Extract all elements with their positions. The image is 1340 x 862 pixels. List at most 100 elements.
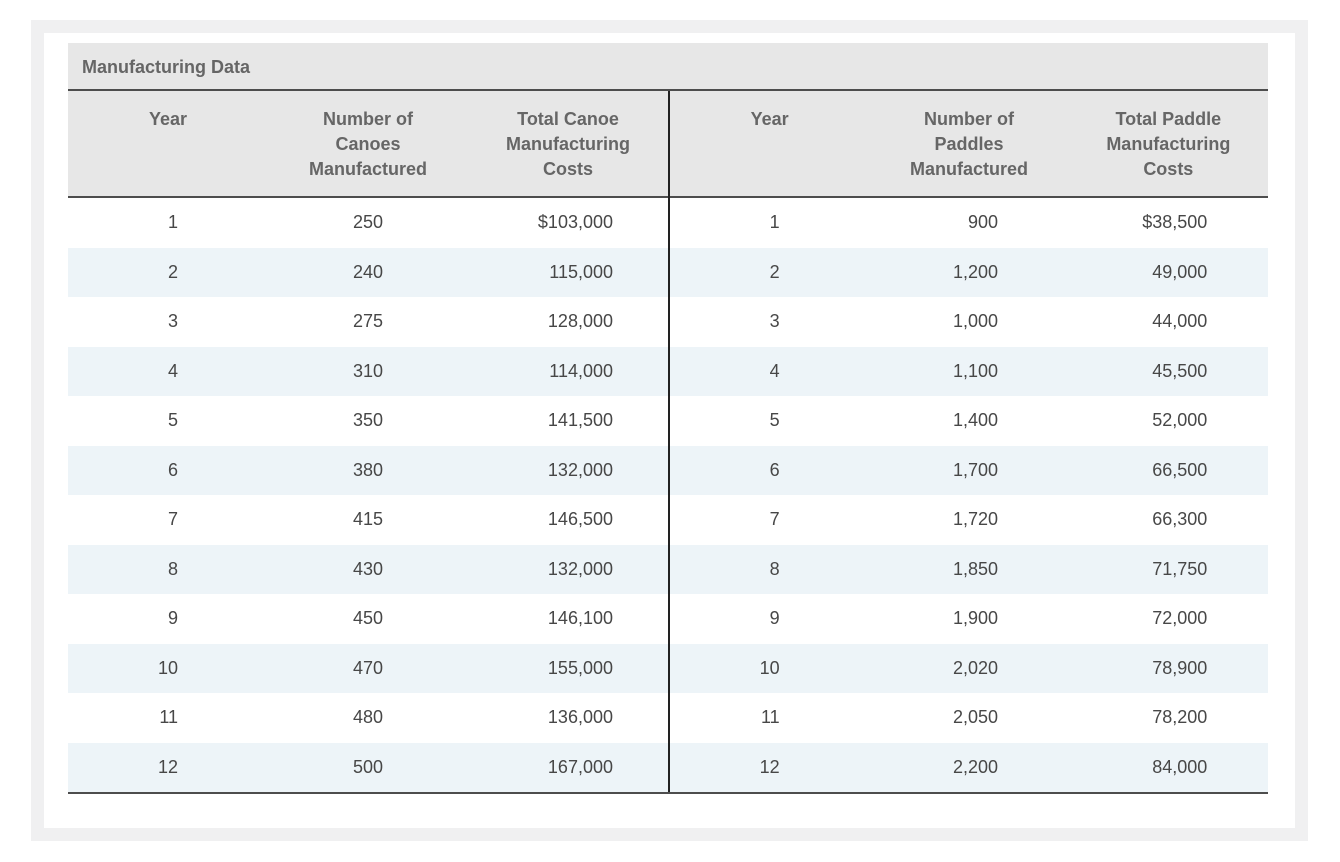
table-row: 5 350 141,500 xyxy=(68,396,668,446)
cell-value: 500 xyxy=(352,756,384,777)
cell-value: 115,000 xyxy=(549,261,613,282)
table-cell: $38,500 xyxy=(1069,198,1268,248)
cell-value: 380 xyxy=(352,459,384,480)
table-cell: 450 xyxy=(268,594,468,644)
table-cell: 900 xyxy=(869,198,1068,248)
cell-value: 84,000 xyxy=(1152,756,1208,777)
table-cell: 72,000 xyxy=(1069,594,1268,644)
table-cell: 8 xyxy=(68,545,268,595)
paddle-header-row: Year Number of Paddles Manufactured Total Pa… xyxy=(670,91,1268,198)
cell-value: 114,000 xyxy=(549,360,613,381)
table-cell: 1 xyxy=(670,198,869,248)
cell-value: 350 xyxy=(352,410,384,430)
cell-value: 1 xyxy=(769,212,780,232)
table-cell: 480 xyxy=(268,693,468,743)
cell-value: 10 xyxy=(759,657,780,678)
table-cell: 10 xyxy=(68,644,268,694)
cell-value: 3 xyxy=(167,311,178,331)
cell-value: 66,300 xyxy=(1152,509,1208,529)
page-background: Manufacturing Data Year Number of Canoes Ma… xyxy=(31,20,1308,841)
table-cell: 2 xyxy=(68,248,268,298)
column-header-line: Canoes xyxy=(335,134,401,154)
table-cell: 78,200 xyxy=(1069,693,1268,743)
table-cell: 1,850 xyxy=(869,545,1068,595)
cell-value: 132,000 xyxy=(547,558,613,579)
cell-value: 9 xyxy=(167,608,178,628)
cell-value: 141,500 xyxy=(547,410,613,430)
cell-value: 450 xyxy=(352,608,384,628)
cell-value: 480 xyxy=(352,707,384,727)
table-cell: 9 xyxy=(68,594,268,644)
table-cell: 146,500 xyxy=(468,495,668,545)
table-cell: 66,300 xyxy=(1069,495,1268,545)
table-cell: 132,000 xyxy=(468,545,668,595)
cell-value: 78,900 xyxy=(1152,657,1208,678)
table-row: 1 900 $38,500 xyxy=(670,198,1268,248)
table-row: 10 470 155,000 xyxy=(68,643,668,694)
table-cell: 146,100 xyxy=(468,594,668,644)
cell-value: 5 xyxy=(769,410,780,430)
cell-value: 1,100 xyxy=(952,360,998,381)
table-cell: 52,000 xyxy=(1069,396,1268,446)
table-cell: 78,900 xyxy=(1069,644,1268,694)
table-cell: 141,500 xyxy=(468,396,668,446)
table-cell: 49,000 xyxy=(1069,248,1268,298)
cell-value: 470 xyxy=(352,657,384,678)
cell-value: 11 xyxy=(760,707,780,727)
table-cell: 8 xyxy=(670,545,869,595)
cell-value: 128,000 xyxy=(547,311,613,331)
cell-value: 3 xyxy=(769,311,780,331)
cell-value: 10 xyxy=(157,657,179,678)
table-row: 9 1,900 72,000 xyxy=(670,594,1268,644)
cell-value: 155,000 xyxy=(547,657,613,678)
table-cell: 167,000 xyxy=(468,743,668,793)
table-cell: 9 xyxy=(670,594,869,644)
cell-value: 132,000 xyxy=(547,459,613,480)
table-cell: 470 xyxy=(268,644,468,694)
cell-value: 1,900 xyxy=(952,608,998,628)
paddle-data-rows: 1 900 $38,500 2 1,200 49,000 3 1,000 44,000 4 1,10… xyxy=(670,198,1268,792)
manufacturing-data-table: Manufacturing Data Year Number of Canoes Ma… xyxy=(68,43,1268,794)
cell-value: 1,400 xyxy=(952,410,998,430)
cell-value: 146,500 xyxy=(547,509,613,529)
table-row: 4 310 114,000 xyxy=(68,346,668,396)
column-header: Total Canoe Manufacturing Costs xyxy=(468,107,668,196)
cell-value: 4 xyxy=(769,360,780,381)
cell-value: 8 xyxy=(769,558,780,579)
column-header-line: Manufacturing xyxy=(506,134,630,154)
cell-value: 52,000 xyxy=(1152,410,1208,430)
table-cell: 1,200 xyxy=(869,248,1068,298)
table-cell: 415 xyxy=(268,495,468,545)
cell-value: 1 xyxy=(167,212,178,232)
column-header-line: Number of xyxy=(923,109,1014,129)
cell-value: 6 xyxy=(769,459,780,480)
table-cell: 4 xyxy=(670,347,869,397)
table-cell: 155,000 xyxy=(468,644,668,694)
table-cell: 1,720 xyxy=(869,495,1068,545)
column-header-line: Manufactured xyxy=(308,159,427,179)
table-row: 11 480 136,000 xyxy=(68,693,668,743)
table-cell: $103,000 xyxy=(468,198,668,248)
table-cell: 7 xyxy=(670,495,869,545)
table-cell: 10 xyxy=(670,644,869,694)
table-cell: 1,700 xyxy=(869,446,1068,496)
table-cell: 115,000 xyxy=(468,248,668,298)
table-cell: 1,900 xyxy=(869,594,1068,644)
table-row: 3 1,000 44,000 xyxy=(670,297,1268,347)
table-cell: 2,020 xyxy=(869,644,1068,694)
cell-value: 250 xyxy=(352,212,384,232)
column-header-line: Manufactured xyxy=(909,159,1028,179)
table-cell: 240 xyxy=(268,248,468,298)
cell-value: 6 xyxy=(167,459,178,480)
column-header-line: Costs xyxy=(542,159,593,179)
cell-value: 8 xyxy=(167,558,178,579)
table-cell: 1,000 xyxy=(869,297,1068,347)
table-row: 7 1,720 66,300 xyxy=(670,495,1268,545)
column-header: Total Paddle Manufacturing Costs xyxy=(1069,107,1268,196)
table-cell: 132,000 xyxy=(468,446,668,496)
cell-value: 900 xyxy=(967,212,998,232)
table-row: 1 250 $103,000 xyxy=(68,198,668,248)
cell-value: 2,020 xyxy=(952,657,998,678)
table-cell: 44,000 xyxy=(1069,297,1268,347)
cell-value: 430 xyxy=(352,558,384,579)
